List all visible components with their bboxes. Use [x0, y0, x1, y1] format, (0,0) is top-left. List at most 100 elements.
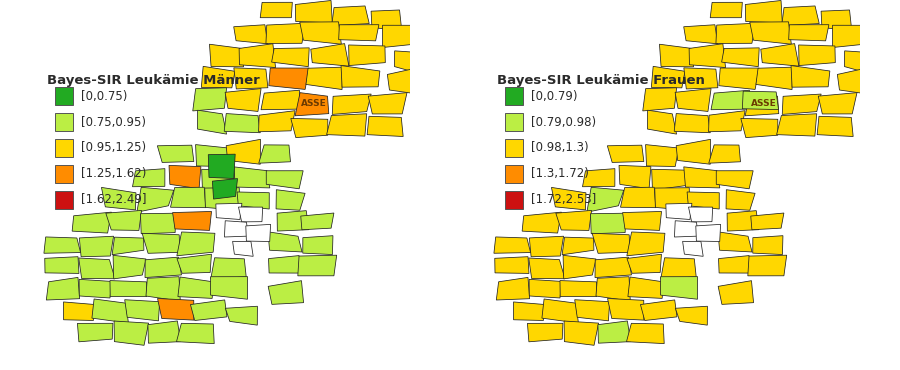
Polygon shape [564, 321, 598, 345]
Polygon shape [261, 90, 300, 110]
Polygon shape [788, 25, 829, 41]
Polygon shape [234, 68, 268, 89]
Polygon shape [176, 232, 215, 256]
Polygon shape [777, 114, 816, 136]
Polygon shape [645, 145, 679, 166]
Polygon shape [684, 167, 720, 188]
Polygon shape [224, 221, 248, 237]
Bar [505, 113, 523, 131]
Text: [1.3,1.72): [1.3,1.72) [531, 167, 589, 181]
Polygon shape [727, 211, 759, 231]
Text: [0,0.75): [0,0.75) [81, 90, 127, 103]
Polygon shape [782, 94, 821, 114]
Polygon shape [110, 280, 147, 297]
Polygon shape [72, 212, 112, 233]
Polygon shape [844, 51, 862, 71]
Polygon shape [268, 281, 303, 305]
Polygon shape [718, 281, 753, 305]
Polygon shape [661, 258, 697, 279]
Text: [1.62,2.49]: [1.62,2.49] [81, 193, 146, 206]
Bar [505, 139, 523, 157]
Polygon shape [302, 236, 333, 255]
Polygon shape [114, 321, 148, 345]
Polygon shape [145, 257, 182, 278]
Polygon shape [298, 255, 337, 276]
Polygon shape [341, 65, 380, 87]
Polygon shape [748, 255, 787, 276]
Polygon shape [44, 237, 81, 253]
Polygon shape [661, 277, 698, 299]
Text: [1.25,1.62): [1.25,1.62) [81, 167, 146, 181]
Polygon shape [258, 145, 291, 163]
Polygon shape [225, 88, 261, 111]
Polygon shape [654, 188, 689, 211]
Polygon shape [652, 169, 688, 190]
Polygon shape [722, 48, 760, 67]
Polygon shape [716, 23, 756, 44]
Polygon shape [674, 114, 710, 133]
Polygon shape [268, 256, 302, 273]
Polygon shape [226, 139, 260, 164]
Polygon shape [113, 255, 146, 279]
Polygon shape [92, 299, 129, 323]
Polygon shape [529, 279, 562, 298]
Polygon shape [295, 0, 332, 23]
Polygon shape [821, 10, 851, 30]
Polygon shape [745, 0, 782, 23]
Polygon shape [46, 278, 79, 300]
Polygon shape [202, 169, 238, 190]
Polygon shape [608, 299, 643, 320]
Polygon shape [666, 203, 692, 219]
Text: [1.72,2.53]: [1.72,2.53] [531, 193, 596, 206]
Text: [0.98,1.3): [0.98,1.3) [531, 141, 589, 155]
Bar [55, 165, 73, 183]
Polygon shape [79, 279, 112, 298]
Polygon shape [726, 190, 755, 210]
Text: Bayes-SIR Leukämie Frauen: Bayes-SIR Leukämie Frauen [498, 74, 706, 87]
Polygon shape [687, 192, 719, 209]
Polygon shape [266, 23, 306, 44]
Polygon shape [112, 237, 144, 255]
Text: [0.95,1.25): [0.95,1.25) [81, 141, 146, 155]
Polygon shape [494, 237, 531, 253]
Text: [0.79,0.98): [0.79,0.98) [531, 115, 596, 129]
Polygon shape [301, 213, 334, 230]
Polygon shape [146, 277, 180, 301]
Polygon shape [710, 2, 742, 18]
Polygon shape [125, 300, 159, 321]
Polygon shape [563, 255, 596, 279]
Polygon shape [277, 211, 309, 231]
Polygon shape [608, 145, 643, 162]
Bar [505, 165, 523, 183]
Polygon shape [528, 258, 565, 279]
Polygon shape [675, 306, 707, 325]
Polygon shape [595, 257, 632, 278]
Polygon shape [291, 118, 328, 138]
Polygon shape [751, 213, 784, 230]
Polygon shape [817, 116, 853, 137]
Polygon shape [197, 110, 227, 134]
Polygon shape [587, 187, 624, 212]
Polygon shape [582, 169, 615, 187]
Polygon shape [782, 6, 819, 26]
Bar [55, 191, 73, 209]
Polygon shape [575, 300, 609, 321]
Polygon shape [676, 139, 710, 164]
Polygon shape [719, 68, 760, 90]
Polygon shape [711, 90, 750, 110]
Polygon shape [140, 213, 176, 234]
Polygon shape [527, 323, 562, 342]
Polygon shape [211, 258, 247, 279]
Polygon shape [750, 22, 791, 44]
Polygon shape [269, 68, 310, 90]
Polygon shape [708, 145, 741, 163]
Polygon shape [626, 323, 664, 344]
Polygon shape [212, 179, 238, 199]
Polygon shape [626, 232, 665, 256]
Text: [0,0.79): [0,0.79) [531, 90, 577, 103]
Polygon shape [660, 44, 694, 67]
Polygon shape [688, 207, 713, 222]
Polygon shape [745, 92, 778, 116]
Polygon shape [708, 111, 745, 132]
Polygon shape [652, 66, 685, 88]
